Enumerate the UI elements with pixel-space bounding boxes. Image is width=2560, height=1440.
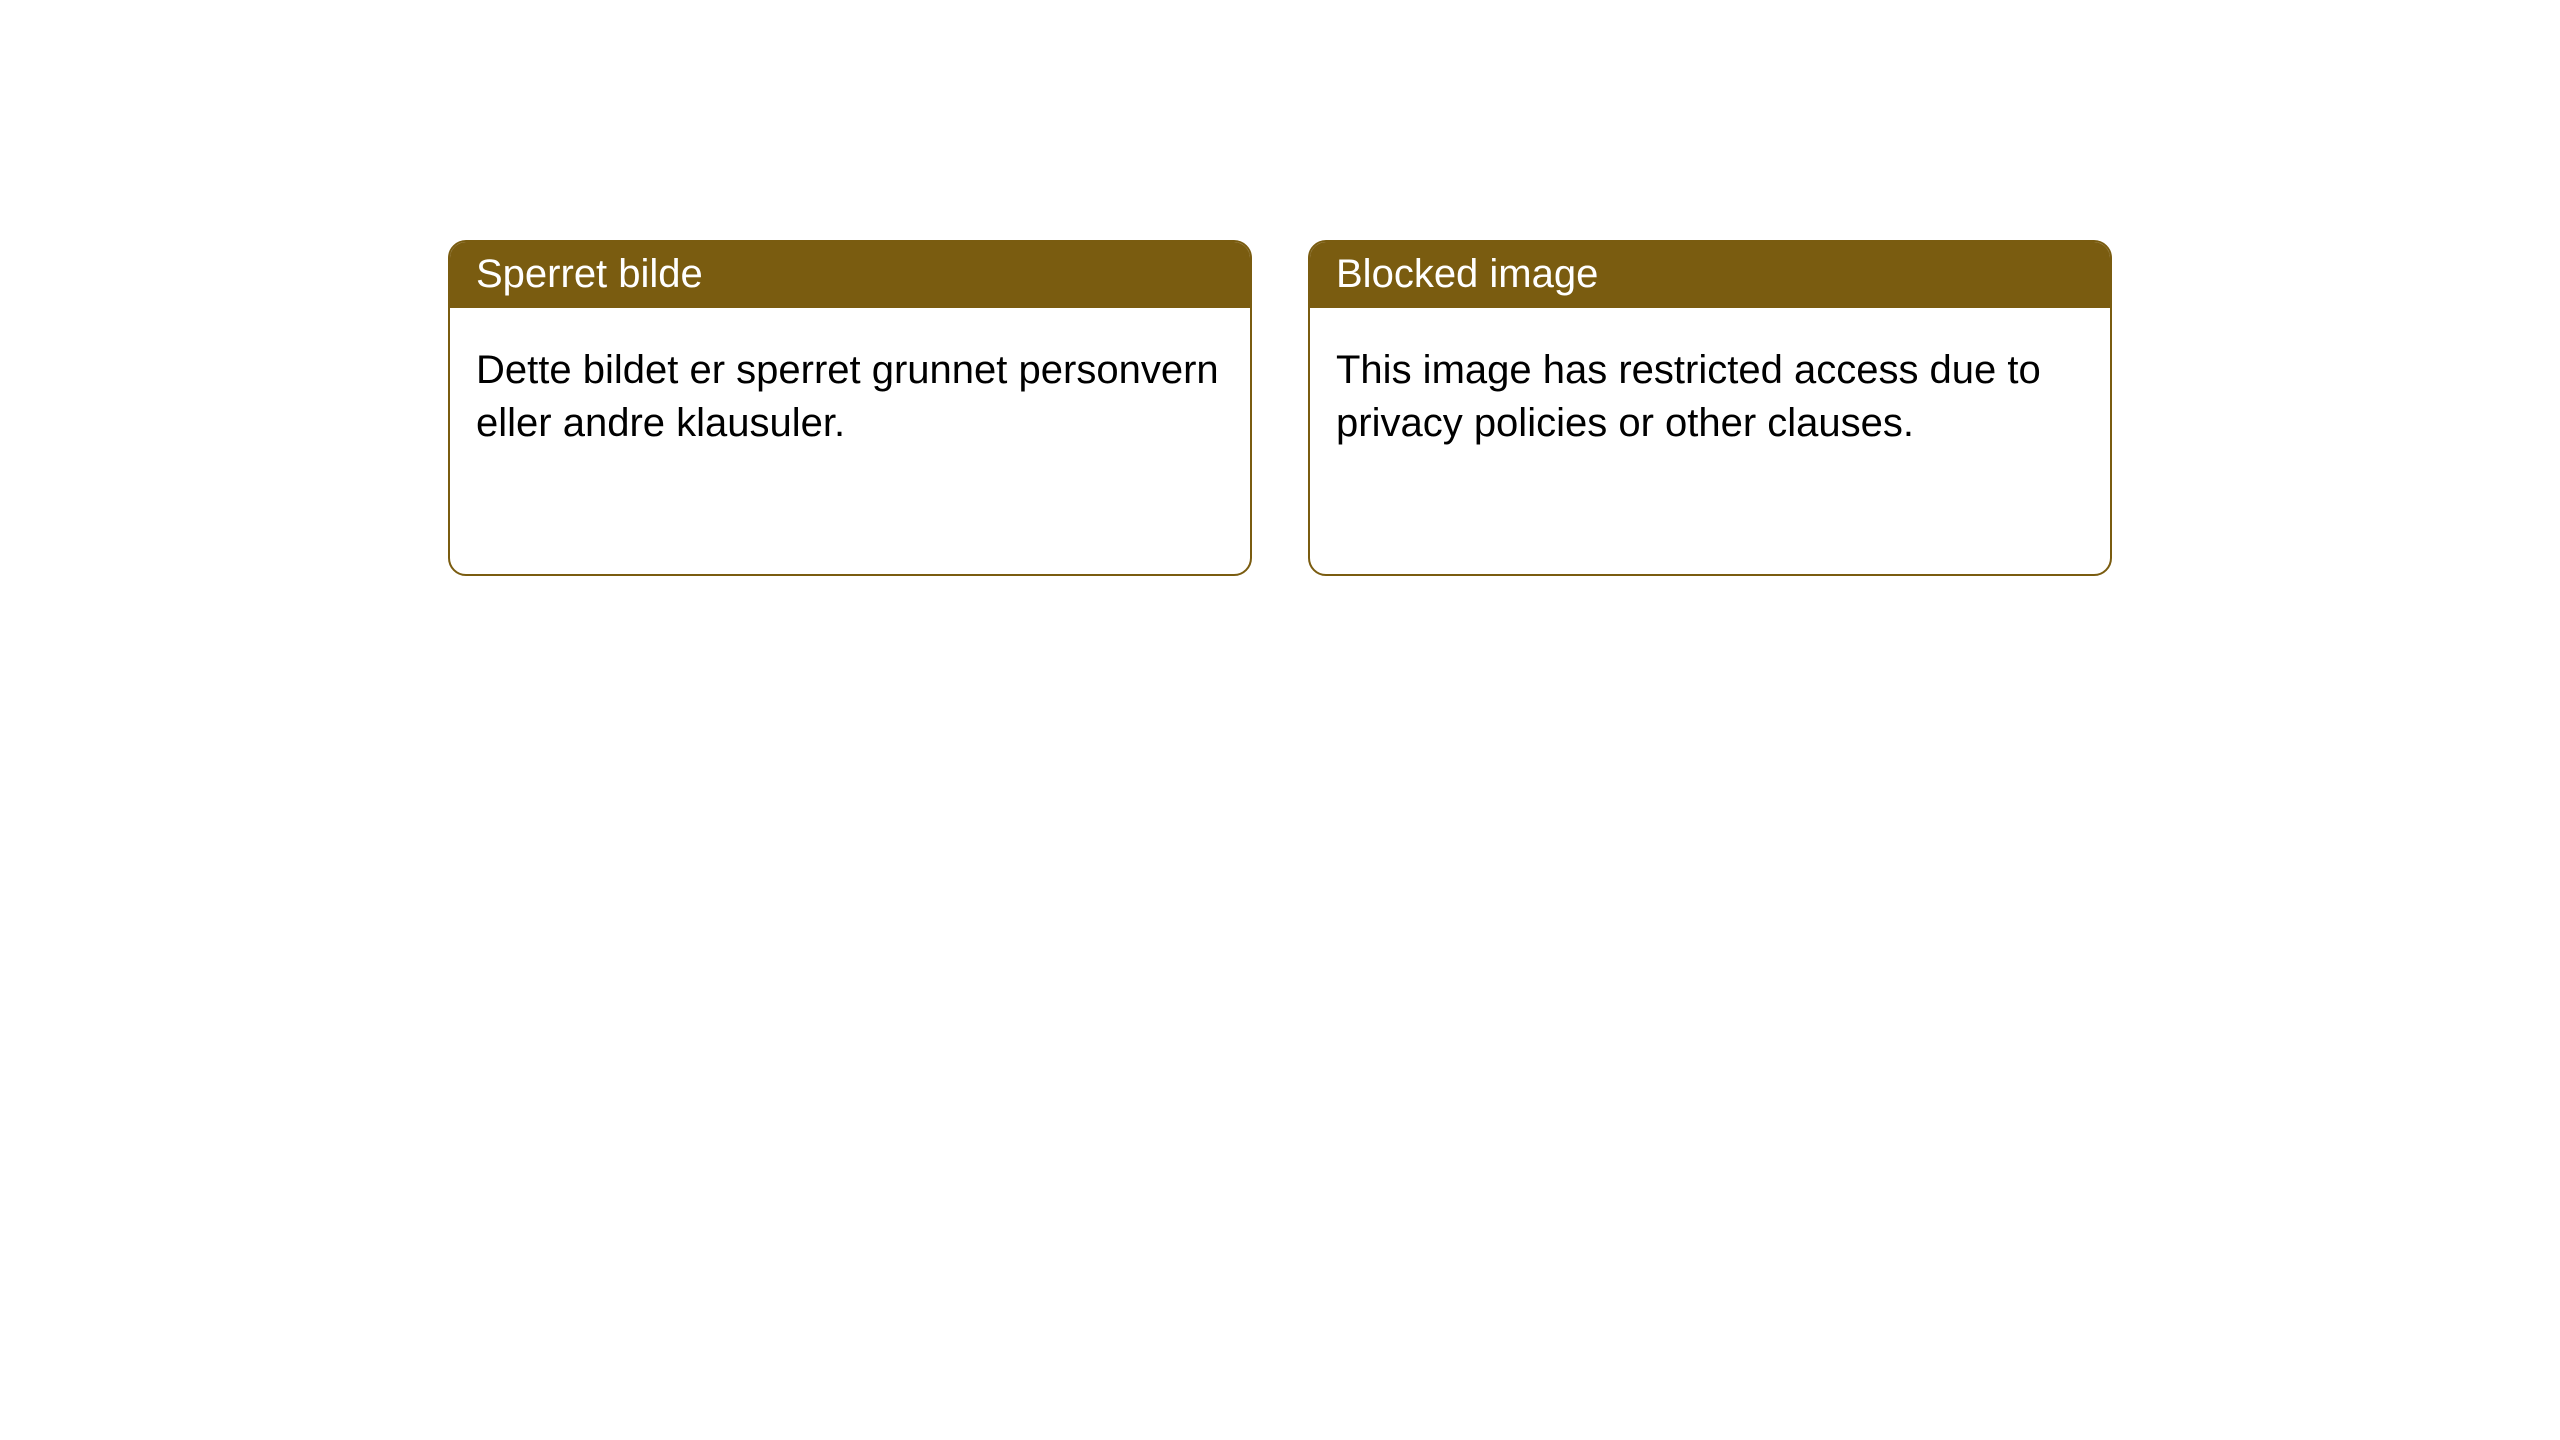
notice-container: Sperret bilde Dette bildet er sperret gr… [0,0,2560,576]
card-title-no: Sperret bilde [450,242,1250,308]
card-title-en: Blocked image [1310,242,2110,308]
card-body-no: Dette bildet er sperret grunnet personve… [450,308,1250,476]
card-body-en: This image has restricted access due to … [1310,308,2110,476]
blocked-image-card-en: Blocked image This image has restricted … [1308,240,2112,576]
blocked-image-card-no: Sperret bilde Dette bildet er sperret gr… [448,240,1252,576]
